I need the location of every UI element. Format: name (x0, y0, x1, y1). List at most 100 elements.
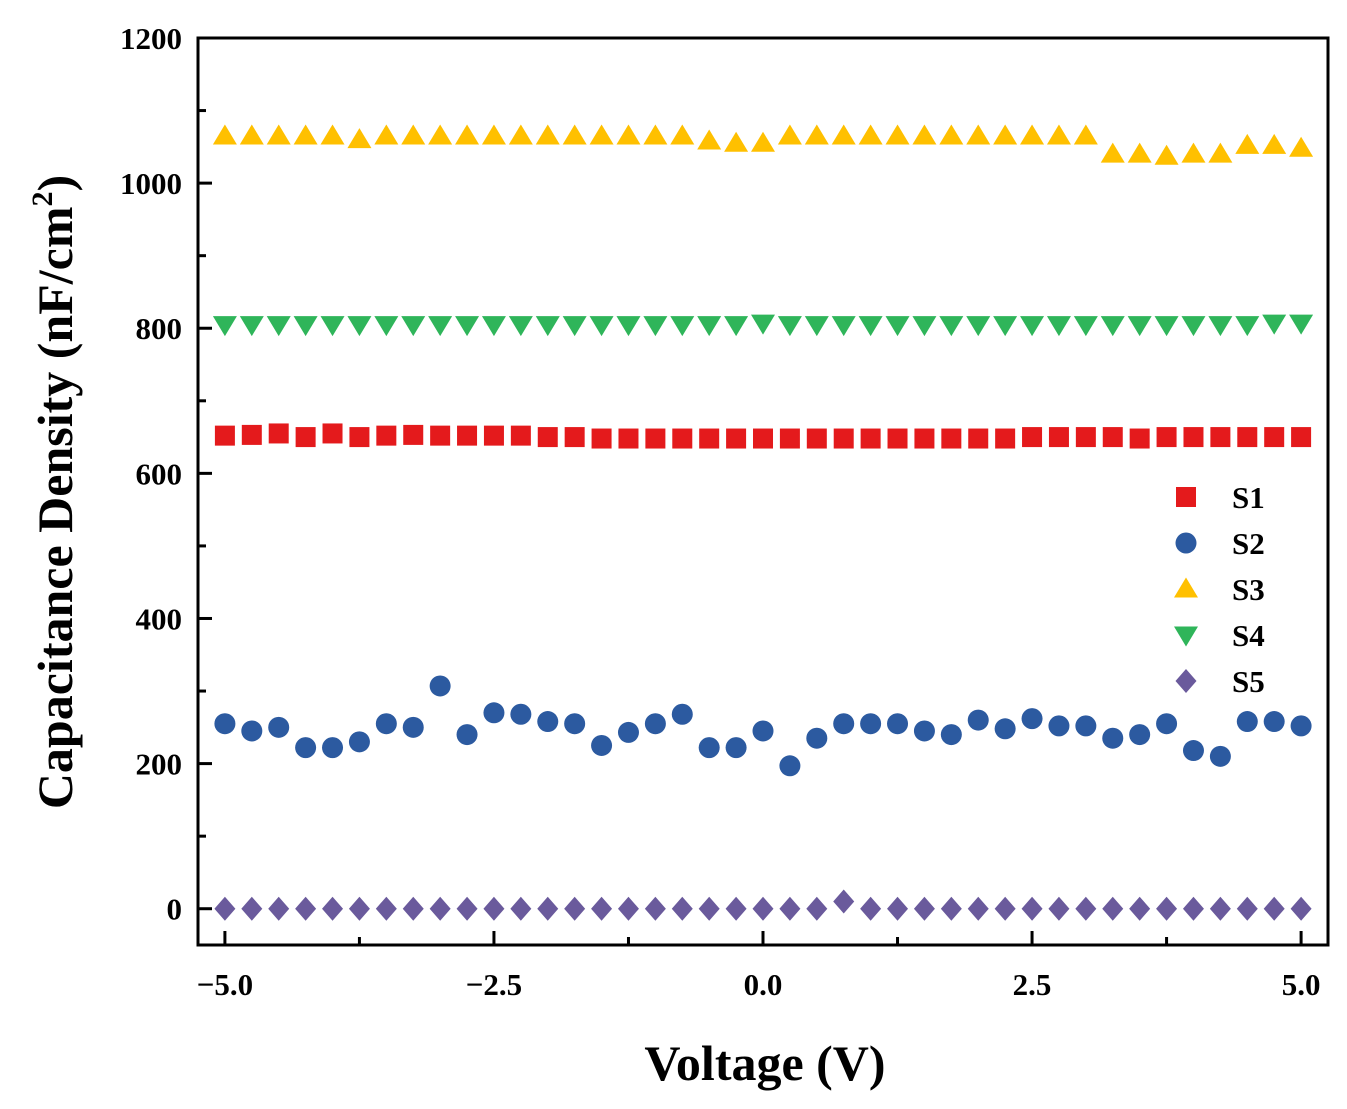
point-S1 (941, 428, 962, 449)
point-S2 (268, 716, 290, 738)
point-S5 (967, 896, 989, 921)
point-S3 (751, 131, 775, 152)
point-S4 (266, 316, 291, 337)
point-S5 (1075, 896, 1097, 921)
point-S2 (1236, 711, 1258, 733)
point-S4 (697, 316, 722, 337)
point-S1 (1210, 427, 1231, 448)
point-S5 (537, 896, 559, 921)
y-axis-title-superscript: 2 (26, 191, 59, 206)
point-S5 (725, 896, 747, 921)
point-S2 (348, 731, 370, 753)
y-tick-label: 800 (136, 311, 183, 346)
point-S1 (1183, 427, 1204, 448)
point-S4 (1208, 316, 1233, 337)
point-S4 (670, 316, 695, 337)
point-S2 (429, 675, 451, 697)
point-S1 (672, 428, 693, 449)
point-S1 (1022, 427, 1043, 448)
series-S5 (214, 889, 1312, 921)
x-tick-label: 2.5 (1013, 967, 1052, 1002)
point-S4 (428, 316, 453, 337)
point-S1 (430, 425, 451, 446)
point-S4 (1100, 316, 1125, 337)
point-S3 (697, 129, 722, 150)
point-S3 (347, 128, 372, 149)
point-S1 (295, 427, 316, 448)
legend-label-S1: S1 (1232, 480, 1265, 515)
y-axis-ticks: 0 200 400 600 800 1000 1200 (120, 21, 212, 927)
point-S5 (429, 896, 451, 921)
point-S3 (401, 124, 426, 145)
x-axis-title: Voltage (V) (644, 1035, 885, 1091)
point-S5 (1021, 896, 1043, 921)
point-S2 (1156, 713, 1178, 735)
point-S5 (940, 896, 962, 921)
point-S2 (1048, 715, 1070, 737)
point-S5 (591, 896, 613, 921)
point-S1 (564, 427, 585, 448)
point-S2 (375, 713, 397, 735)
point-S4 (777, 316, 802, 337)
legend: S1 S2 S3 S4 S5 (1174, 480, 1265, 699)
series-S3 (212, 124, 1314, 165)
legend-label-S3: S3 (1232, 572, 1265, 607)
point-S2 (537, 711, 559, 733)
point-S2 (402, 716, 424, 738)
point-S5 (698, 896, 720, 921)
point-S2 (591, 734, 613, 756)
point-S3 (1289, 136, 1314, 157)
point-S4 (1127, 316, 1152, 337)
point-S1 (779, 428, 800, 449)
point-S5 (1129, 896, 1151, 921)
point-S1 (860, 428, 881, 449)
point-S4 (293, 316, 318, 337)
point-S4 (724, 316, 749, 337)
point-S3 (212, 124, 237, 145)
point-S2 (1102, 727, 1124, 749)
point-S1 (349, 427, 370, 448)
point-S2 (725, 737, 747, 759)
point-S3 (1262, 133, 1287, 154)
point-S2 (483, 702, 505, 724)
point-S3 (266, 124, 291, 145)
point-S3 (831, 124, 856, 145)
x-tick-label: −2.5 (466, 967, 522, 1002)
point-S2 (698, 737, 720, 759)
point-S1 (322, 423, 343, 444)
point-S4 (751, 314, 775, 335)
point-S4 (1020, 316, 1045, 337)
point-S2 (617, 721, 639, 743)
point-S5 (1182, 896, 1204, 921)
point-S2 (752, 720, 774, 742)
point-S4 (939, 316, 964, 337)
point-S4 (320, 316, 345, 337)
point-S3 (777, 124, 802, 145)
point-S4 (804, 316, 829, 337)
point-S2 (1263, 711, 1285, 733)
point-S3 (1154, 144, 1179, 165)
point-S4 (643, 316, 668, 337)
x-tick-label: 5.0 (1282, 967, 1321, 1002)
point-S2 (564, 713, 586, 735)
point-S1 (268, 423, 289, 444)
point-S5 (375, 896, 397, 921)
point-S5 (348, 896, 370, 921)
legend-label-S5: S5 (1232, 664, 1265, 699)
point-S1 (403, 424, 424, 445)
legend-marker-S4 (1174, 626, 1198, 647)
point-S2 (1075, 715, 1097, 737)
point-S2 (1021, 708, 1043, 730)
point-S5 (1236, 896, 1258, 921)
point-S1 (1075, 427, 1096, 448)
point-S1 (914, 428, 935, 449)
point-S4 (1073, 316, 1098, 337)
point-S3 (724, 131, 749, 152)
point-S3 (939, 124, 964, 145)
data-points (212, 124, 1314, 921)
point-S3 (993, 124, 1018, 145)
point-S5 (214, 896, 236, 921)
point-S3 (1046, 124, 1071, 145)
point-S2 (940, 724, 962, 746)
point-S1 (376, 425, 397, 446)
